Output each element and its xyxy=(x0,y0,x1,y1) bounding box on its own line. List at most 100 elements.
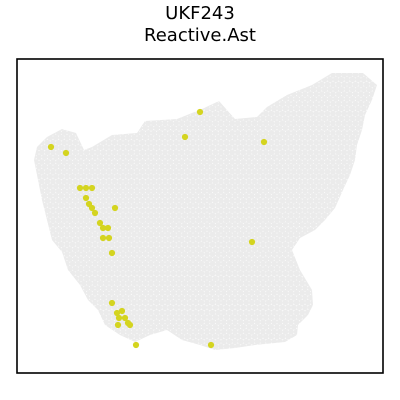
background-spot xyxy=(355,183,362,190)
background-spot xyxy=(55,139,62,146)
background-spot xyxy=(41,260,48,267)
background-spot xyxy=(254,270,261,277)
background-spot xyxy=(374,343,377,350)
background-spot xyxy=(254,290,261,296)
background-spot xyxy=(344,115,350,122)
background-spot xyxy=(72,304,79,311)
background-spot xyxy=(83,246,90,253)
background-spot xyxy=(52,328,59,335)
background-spot xyxy=(100,207,107,214)
background-spot xyxy=(38,236,45,243)
background-spot xyxy=(234,207,241,214)
background-spot xyxy=(192,222,199,228)
background-spot xyxy=(94,120,101,127)
background-spot xyxy=(237,319,244,325)
background-spot xyxy=(195,168,202,175)
background-spot xyxy=(215,125,222,131)
background-spot xyxy=(226,183,233,190)
background-spot xyxy=(240,73,247,78)
highlighted-spot xyxy=(91,209,99,217)
background-spot xyxy=(25,115,31,121)
highlighted-spot xyxy=(113,309,121,317)
background-spot xyxy=(176,154,182,161)
background-spot xyxy=(262,324,269,330)
background-spot xyxy=(355,193,362,199)
background-spot xyxy=(274,246,280,253)
background-spot xyxy=(332,173,339,180)
background-spot xyxy=(34,285,40,292)
background-spot xyxy=(47,163,54,170)
background-spot xyxy=(120,67,126,73)
background-spot xyxy=(341,168,348,175)
background-spot xyxy=(271,183,278,190)
background-spot xyxy=(47,338,54,345)
background-spot xyxy=(346,130,353,136)
background-spot xyxy=(288,328,294,335)
background-spot xyxy=(316,144,322,151)
background-spot xyxy=(164,115,171,122)
background-spot xyxy=(145,353,151,359)
background-spot xyxy=(204,280,210,287)
background-spot xyxy=(313,188,320,195)
background-spot xyxy=(142,76,149,83)
background-spot xyxy=(106,285,112,291)
background-spot xyxy=(358,73,364,78)
background-spot xyxy=(299,270,306,277)
background-spot xyxy=(296,197,303,204)
background-spot xyxy=(307,73,314,78)
background-spot xyxy=(139,149,146,156)
background-spot xyxy=(346,324,353,330)
background-spot xyxy=(234,294,241,301)
background-spot xyxy=(330,304,336,311)
background-spot xyxy=(220,251,227,257)
background-spot xyxy=(142,154,149,161)
background-spot xyxy=(153,270,160,277)
background-spot xyxy=(318,120,325,127)
background-spot xyxy=(164,76,171,83)
background-spot xyxy=(344,260,350,267)
background-spot xyxy=(120,144,126,151)
background-spot xyxy=(321,212,328,219)
background-spot xyxy=(237,309,244,316)
background-spot xyxy=(346,100,353,107)
background-spot xyxy=(369,168,376,175)
background-spot xyxy=(100,285,107,291)
background-spot xyxy=(349,86,356,93)
background-spot xyxy=(243,280,250,287)
background-spot xyxy=(162,324,168,330)
background-spot xyxy=(251,256,258,262)
background-spot xyxy=(122,168,129,175)
background-spot xyxy=(97,319,104,325)
background-spot xyxy=(44,100,51,107)
background-spot xyxy=(198,260,205,267)
background-spot xyxy=(296,227,303,233)
background-spot xyxy=(358,333,364,340)
background-spot xyxy=(140,353,146,359)
background-spot xyxy=(279,178,286,185)
background-spot xyxy=(338,86,345,93)
background-spot xyxy=(341,304,348,311)
background-spot xyxy=(139,159,146,165)
background-spot xyxy=(220,115,227,122)
background-spot xyxy=(290,130,297,136)
background-spot xyxy=(92,319,98,325)
background-spot xyxy=(134,149,140,156)
background-spot xyxy=(374,207,377,214)
background-spot xyxy=(274,265,280,272)
background-spot xyxy=(310,231,317,238)
background-spot xyxy=(341,159,348,165)
background-spot xyxy=(276,115,283,122)
background-spot xyxy=(122,178,129,185)
background-spot xyxy=(120,270,126,277)
background-spot xyxy=(153,134,160,141)
background-spot xyxy=(352,343,359,350)
background-spot xyxy=(41,309,48,316)
background-spot xyxy=(69,309,76,316)
background-spot xyxy=(136,222,143,228)
background-spot xyxy=(178,236,185,243)
background-spot xyxy=(262,227,269,233)
background-spot xyxy=(330,285,336,291)
background-spot xyxy=(41,328,48,335)
background-spot xyxy=(268,168,275,175)
background-spot xyxy=(237,86,244,93)
